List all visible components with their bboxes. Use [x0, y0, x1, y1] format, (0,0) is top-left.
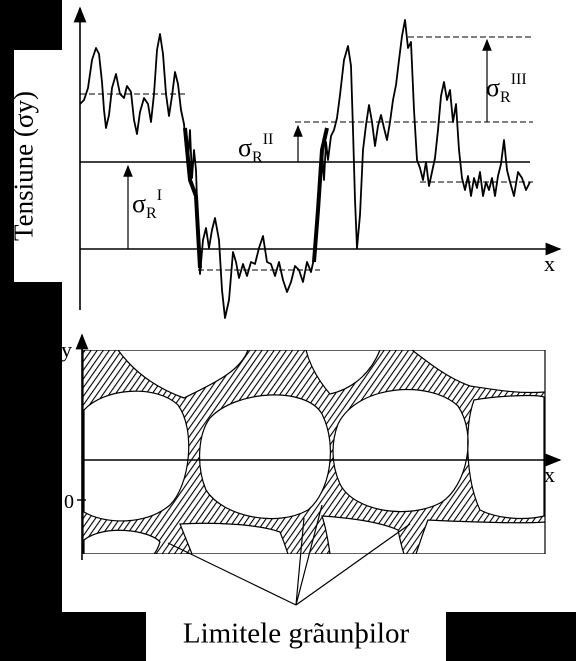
stress-trace	[79, 19, 531, 319]
sigma-r-iii-label: σRIII	[486, 71, 527, 106]
sigma-r-i-label: σRI	[132, 187, 162, 222]
stress-axis-label: Tensiune (σy)	[8, 91, 39, 241]
stress-x-axis-label: x	[544, 251, 555, 276]
stress-axis-label-box	[14, 50, 62, 282]
caption-pointer-lines	[167, 504, 411, 606]
grain-y-axis-label: y	[61, 337, 72, 362]
grain-boundaries-hatched	[82, 349, 546, 555]
grain-x-axis-label: x	[544, 462, 555, 487]
grain-boundaries-caption: Limitele grãunþilor	[182, 617, 410, 650]
grain-boundary-band-1	[183, 127, 202, 269]
sigma-r-ii-label: σRII	[238, 131, 273, 166]
grain-boundary-band-2	[312, 127, 329, 263]
caption-box	[146, 612, 446, 661]
origin-label: 0	[64, 491, 74, 513]
